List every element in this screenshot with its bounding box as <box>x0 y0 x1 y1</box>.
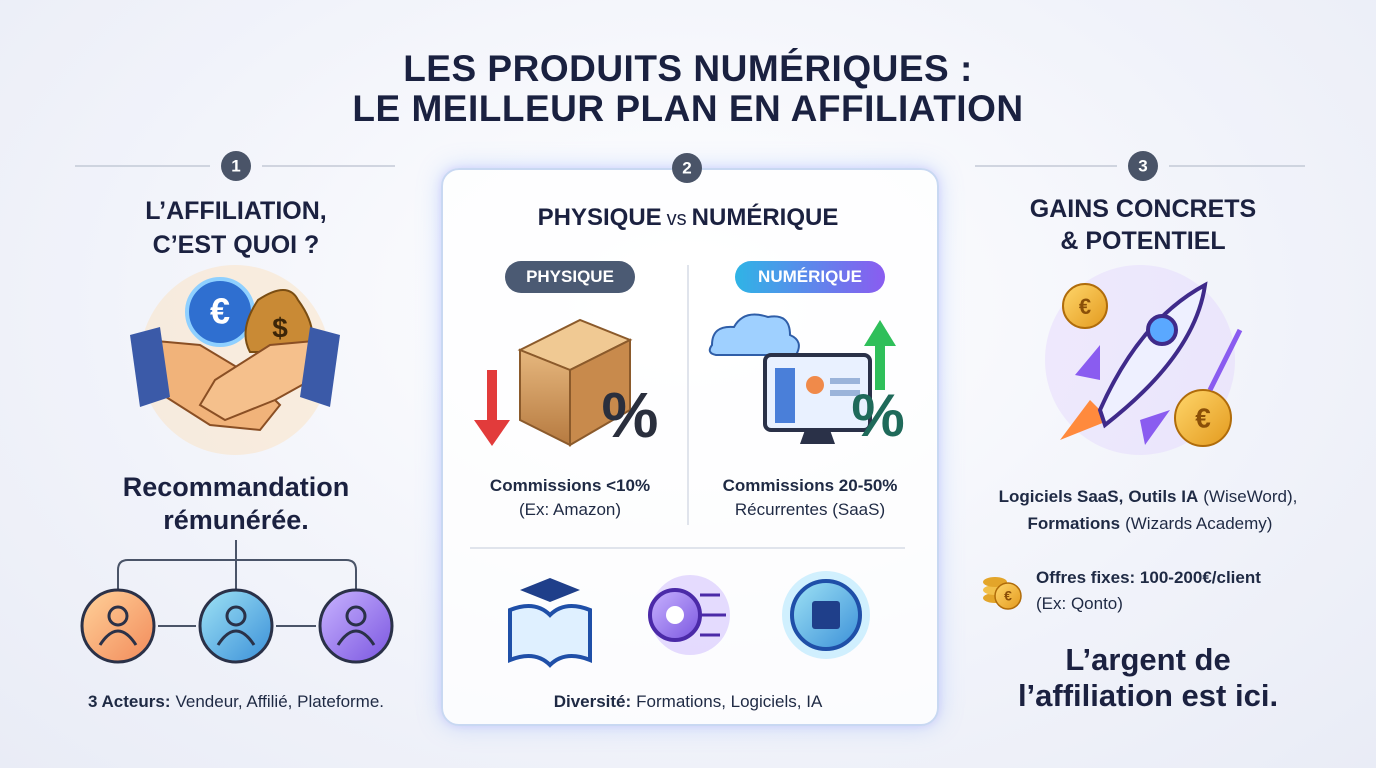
heading-left: PHYSIQUE <box>537 204 662 231</box>
number-badge <box>672 153 702 183</box>
products: Formations (Wizards Academy) <box>1028 514 1273 534</box>
footer-text: Diversité: Formations, Logiciels, IA <box>554 692 823 712</box>
svg-text:%: % <box>602 379 659 451</box>
svg-text:€: € <box>1195 402 1211 433</box>
product-text: (Wizards Academy) <box>1125 514 1273 533</box>
footer-rest: Formations, Logiciels, IA <box>636 692 823 711</box>
commission-example: (Ex: Amazon) <box>518 500 622 519</box>
title-line: LE MEILLEUR PLAN EN AFFILIATION <box>352 88 1024 129</box>
title-line: LES PRODUITS NUMÉRIQUES : <box>403 48 973 89</box>
box-icon: % <box>474 318 659 451</box>
number-label: 2 <box>682 158 691 177</box>
coins-icon: € <box>983 577 1022 610</box>
pill <box>735 261 885 293</box>
number-label: 1 <box>231 156 240 175</box>
heading: C’EST QUOI ? <box>152 231 320 259</box>
heading-right: NUMÉRIQUE <box>691 204 839 231</box>
footer-rest: Vendeur, Affilié, Plateforme. <box>175 692 385 711</box>
svg-text:€: € <box>210 291 230 332</box>
footer-text: 3 Acteurs: Vendeur, Affilié, Plateforme. <box>88 692 384 712</box>
svg-text:€: € <box>1004 588 1012 604</box>
tagline: Recommandation <box>122 472 350 502</box>
commission-example: Récurrentes (SaaS) <box>734 500 886 519</box>
number-badge <box>221 151 251 181</box>
number-badge <box>1128 151 1158 181</box>
svg-text:€: € <box>1079 294 1091 319</box>
heading-vs: vs <box>666 208 687 230</box>
heading: & POTENTIEL <box>1060 227 1226 255</box>
offer-example: (Ex: Qonto) <box>1036 594 1123 613</box>
number-label: 3 <box>1138 156 1147 175</box>
heading: GAINS CONCRETS <box>1029 195 1257 223</box>
product-bold: Outils IA <box>1128 487 1199 506</box>
offer: Offres fixes: 100-200€/client <box>1036 568 1261 587</box>
pill-label: PHYSIQUE <box>526 267 614 286</box>
pill-label: NUMÉRIQUE <box>758 267 862 286</box>
product-bold: Logiciels SaaS, <box>998 487 1124 506</box>
screen-icon: % <box>708 313 905 449</box>
footer-bold: Diversité: <box>553 692 632 711</box>
product-bold: Formations <box>1027 514 1121 533</box>
products: Logiciels SaaS, Outils IA (WiseWord), <box>999 487 1298 507</box>
closing: L’argent de <box>1065 642 1231 677</box>
commission: Commissions <10% <box>489 476 651 495</box>
svg-text:$: $ <box>272 312 288 343</box>
svg-text:%: % <box>851 382 904 449</box>
actors-diagram <box>80 540 394 664</box>
closing: l’affiliation est ici. <box>1017 678 1279 713</box>
tagline: rémunérée. <box>163 505 309 535</box>
footer-bold: 3 Acteurs: <box>87 692 171 711</box>
diversity-icons <box>508 571 870 668</box>
product-text: (WiseWord), <box>1203 487 1298 506</box>
handshake-icon: € $ <box>130 265 340 455</box>
heading: PHYSIQUE vs NUMÉRIQUE <box>538 204 839 232</box>
pill <box>505 261 635 293</box>
commission: Commissions 20-50% <box>722 476 898 495</box>
rocket-icon: € € <box>1045 265 1243 455</box>
heading: L’AFFILIATION, <box>145 197 327 225</box>
